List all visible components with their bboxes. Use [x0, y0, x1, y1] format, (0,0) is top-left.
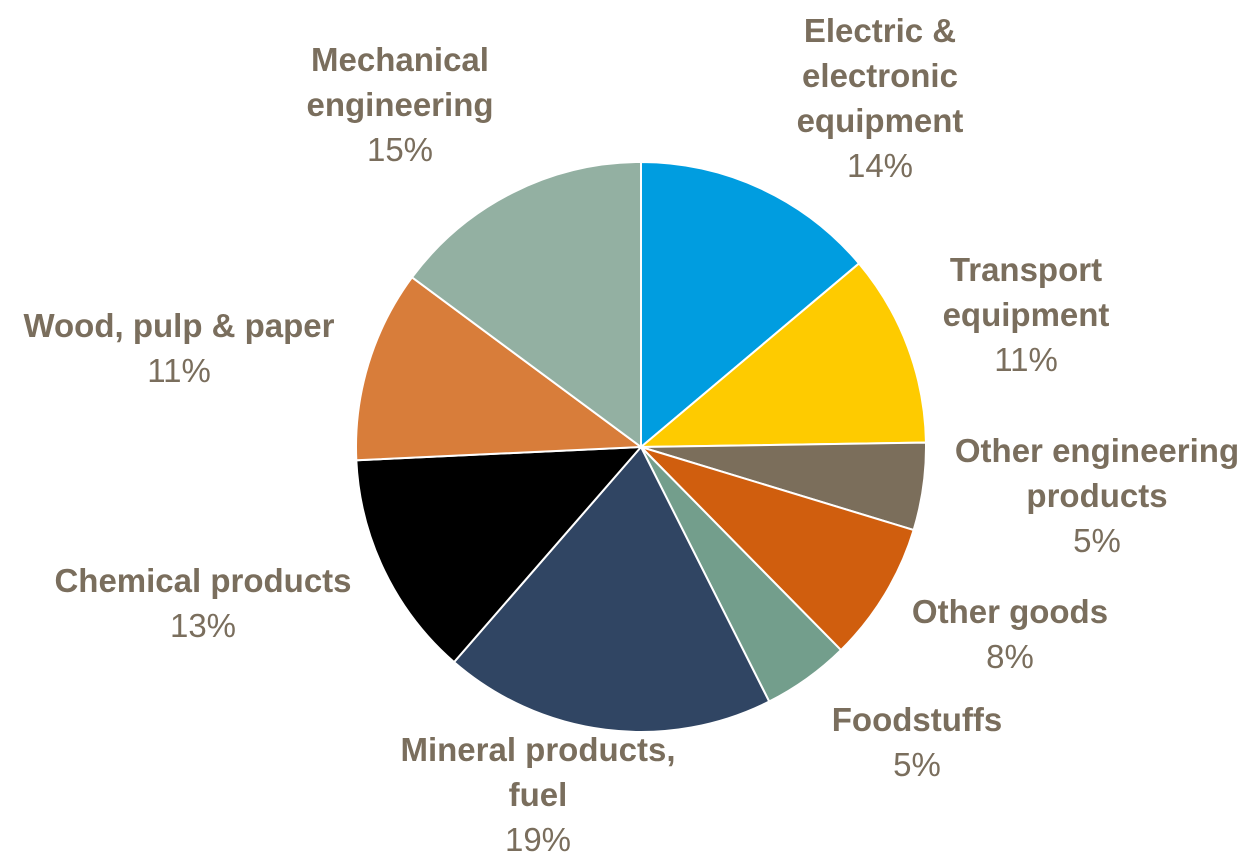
- slice-percent: 11%: [994, 341, 1058, 378]
- slice-percent: 15%: [367, 131, 433, 168]
- slice-percent: 11%: [147, 352, 211, 389]
- pie-slice: [410, 160, 642, 449]
- pie-slices: [355, 160, 927, 733]
- slice-label: Other engineering products 5%: [955, 432, 1239, 559]
- slice-name: Other engineering: [955, 432, 1239, 469]
- slice-percent: 5%: [1073, 522, 1121, 559]
- slice-name: Foodstuffs: [832, 701, 1002, 738]
- slice-percent: 19%: [505, 821, 571, 858]
- slice-label: Electric & electronic equipment 14%: [797, 12, 964, 184]
- slice-name: Other goods: [912, 593, 1108, 630]
- slice-label: Chemical products 13%: [54, 562, 351, 644]
- slice-label: Mechanical engineering 15%: [306, 41, 493, 168]
- slice-name: products: [1026, 477, 1167, 514]
- slice-label: Transport equipment 11%: [943, 251, 1110, 378]
- slice-name: engineering: [306, 86, 493, 123]
- slice-label: Other goods 8%: [912, 593, 1108, 675]
- slice-percent: 14%: [847, 147, 913, 184]
- slice-name: fuel: [509, 776, 568, 813]
- slice-label: Mineral products, fuel 19%: [400, 731, 675, 858]
- pie-labels: Electric & electronic equipment 14% Transpor…: [23, 12, 1239, 858]
- slice-name: Chemical products: [54, 562, 351, 599]
- slice-name: Mechanical: [311, 41, 489, 78]
- pie-slice: [638, 262, 927, 449]
- slice-name: Transport: [950, 251, 1102, 288]
- slice-name: Wood, pulp & paper: [23, 307, 334, 344]
- slice-name: Electric &: [804, 12, 956, 49]
- pie-slice: [640, 446, 915, 652]
- pie-slice: [452, 445, 771, 733]
- slice-label: Wood, pulp & paper 11%: [23, 307, 334, 389]
- slice-name: equipment: [943, 296, 1110, 333]
- slice-percent: 13%: [170, 607, 236, 644]
- pie-slice: [355, 275, 644, 462]
- slice-label: Foodstuffs 5%: [832, 701, 1002, 783]
- pie-slice: [355, 445, 644, 664]
- slice-percent: 5%: [893, 746, 941, 783]
- slice-name: Mineral products,: [400, 731, 675, 768]
- slice-name: electronic: [802, 57, 958, 94]
- pie-slice: [640, 160, 861, 450]
- slice-percent: 8%: [986, 638, 1034, 675]
- slice-name: equipment: [797, 102, 964, 139]
